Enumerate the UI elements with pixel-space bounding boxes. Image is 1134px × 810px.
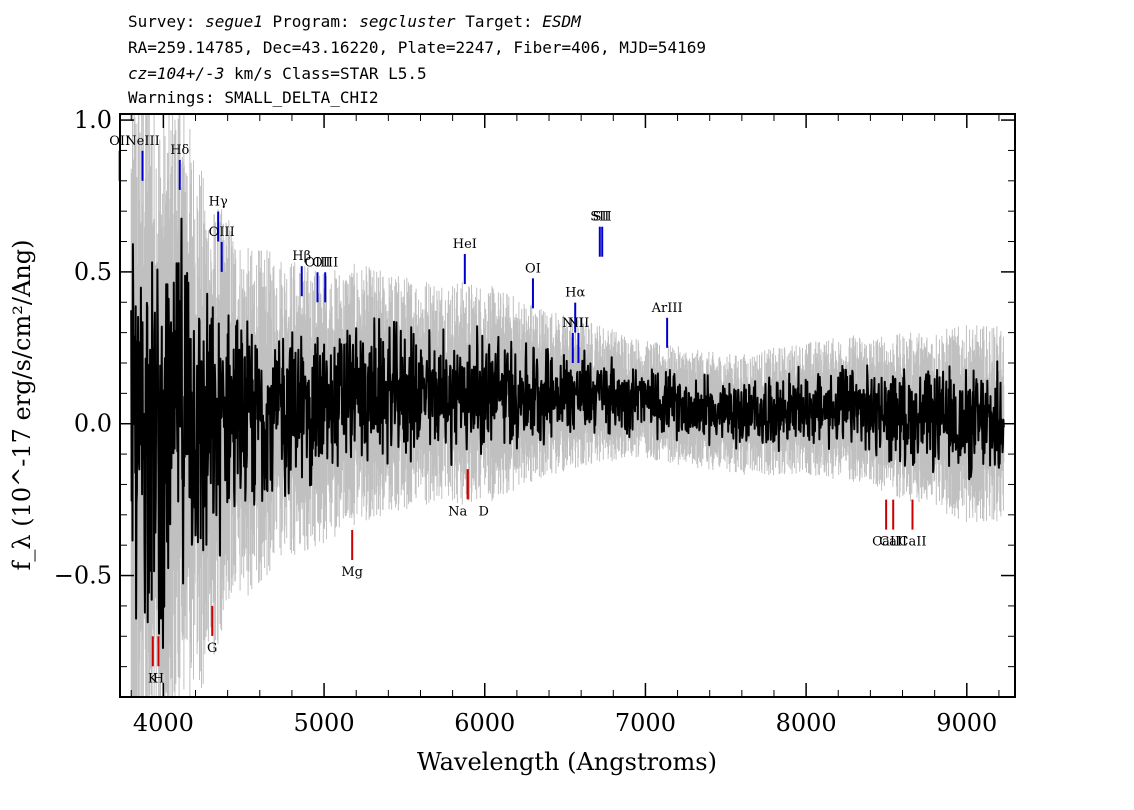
survey-label: Survey: [128,12,196,31]
flux-line [130,217,1005,649]
absorption-line-label: D [478,504,488,519]
x-tick-label: 7000 [615,709,676,737]
plot-frame [119,113,1016,698]
header-coords-line: RA=259.14785, Dec=43.16220, Plate=2247, … [128,38,706,57]
survey-value: segue1 [205,12,263,31]
y-tick-label: 0.5 [74,258,112,286]
line-markers: OIINeIIIHδHγOIIIHβOIIIOIIIHeIOINIIHαNIIS… [109,134,926,686]
absorption-line-label: G [207,641,217,656]
y-tick-label: −0.5 [54,562,112,590]
y-tick-label: 1.0 [74,106,112,134]
x-tick-labels: 4000 5000 6000 7000 8000 9000 [133,709,997,737]
absorption-line-label: Na [448,504,467,519]
target-label: Target: [465,12,533,31]
y-tick-labels: −0.5 0.0 0.5 1.0 [54,106,112,589]
header-warnings-line: Warnings: SMALL_DELTA_CHI2 [128,88,379,107]
cz-unit: km/s [233,64,273,83]
flux-series [130,217,1005,649]
x-tick-label: 6000 [454,709,515,737]
x-axis-title: Wavelength (Angstroms) [417,748,717,776]
absorption-line-label: Mg [341,565,363,580]
x-tick-label: 5000 [294,709,355,737]
program-value: segcluster [359,12,456,31]
y-tick-label: 0.0 [74,410,112,438]
absorption-line-label: H [153,671,164,686]
program-label: Program: [272,12,350,31]
emission-line-label: NeIII [125,134,159,149]
emission-line-label: Hγ [209,195,228,210]
emission-line-label: OIII [209,225,235,240]
emission-line-label: Hα [565,286,585,301]
x-tick-label: 8000 [776,709,837,737]
emission-line-label: SII [593,210,612,225]
absorption-line-label: CaII [872,535,900,550]
class-value: Class=STAR L5.5 [282,64,427,83]
header-survey-line: Survey: segue1 Program: segcluster Targe… [128,12,581,31]
emission-line-label: NII [562,316,584,331]
emission-line-label: Hβ [292,249,311,264]
emission-line-label: OIII [312,255,338,270]
emission-line-label: HeI [453,237,477,252]
emission-line-label: ArIII [651,301,683,316]
emission-line-label: OIII [304,255,330,270]
emission-line-label: SII [590,210,609,225]
absorption-line-label: CaII [879,535,907,550]
target-value: ESDM [542,12,581,31]
absorption-line-label: CaII [899,535,927,550]
emission-line-label: NII [568,316,590,331]
cz-value: cz=104+/-3 [128,64,225,83]
emission-line-label: OI [525,261,541,276]
axis-ticks [120,114,1015,698]
x-tick-label: 4000 [133,709,194,737]
x-tick-label: 9000 [936,709,997,737]
y-axis-title: f_λ (10^-17 erg/s/cm²/Ang) [8,240,36,571]
absorption-line-label: K [148,671,158,686]
emission-line-label: Hδ [170,143,189,158]
header-cz-line: cz=104+/-3 km/s Class=STAR L5.5 [128,64,427,83]
